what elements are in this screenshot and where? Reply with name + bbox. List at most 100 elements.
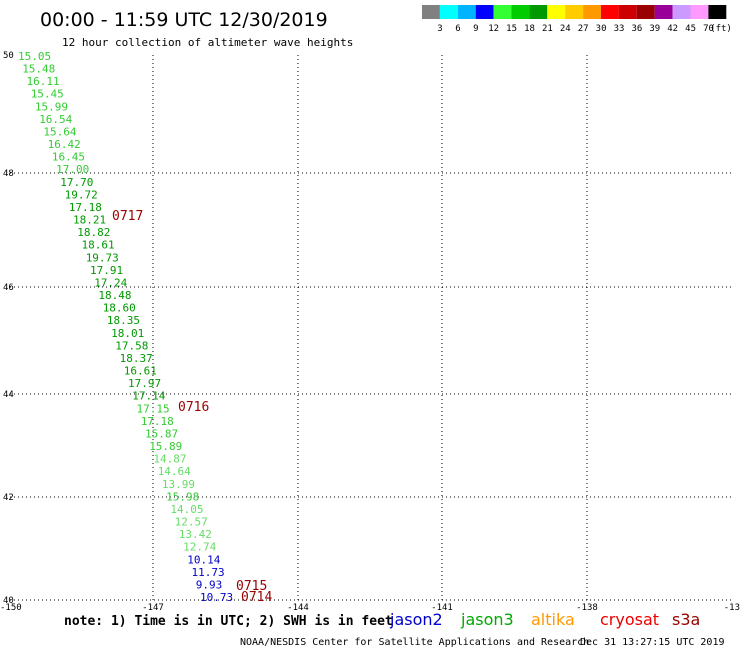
colorbar-swatch [493,5,512,19]
swh-value: 18.82 [77,226,110,239]
colorbar-swatch [547,5,566,19]
swh-value: 15.99 [35,100,68,113]
swh-value: 17.24 [94,277,127,290]
longitude-tick-labels: -150 -147 -144 -141 -138 -13 [0,603,740,613]
swh-value: 18.61 [82,239,115,252]
pass-time: 0715 [236,579,267,594]
swh-value: 15.98 [166,490,199,503]
swh-value: 17.14 [132,390,165,403]
longitude-tick: -144 [287,603,309,613]
swh-value: 17.58 [115,339,148,352]
latitude-tick-labels: 50 48 46 44 42 40 [3,51,14,606]
swh-value: 12.57 [175,516,208,529]
longitude-tick: -138 [576,603,598,613]
colorbar-swatch [636,5,655,19]
latitude-tick: 46 [3,283,14,293]
swh-value: 13.42 [179,528,212,541]
colorbar-label: 30 [596,24,607,34]
satellite-name: s3a [672,610,700,629]
pass-time: 0716 [178,400,209,415]
colorbar-legend: 3 6 9 12 15 18 21 24 27 30 33 36 39 42 45 70(ft) [422,5,732,34]
units-note: note: 1) Time is in UTC; 2) SWH is in fe… [64,614,393,629]
swh-value: 15.89 [149,440,182,453]
swh-value: 13.99 [162,478,195,491]
swh-value: 17.00 [56,163,89,176]
colorbar-label: 42 [667,24,678,34]
swh-value: 15.05 [18,50,51,63]
colorbar-label: 36 [631,24,642,34]
swh-value: 18.48 [98,289,131,302]
swh-value: 16.11 [27,75,60,88]
latitude-tick: 50 [3,51,14,61]
satellite-name: jason3 [460,610,514,629]
colorbar-swatch [583,5,601,19]
colorbar-label: 18 [524,24,535,34]
colorbar-swatch [475,5,494,19]
swh-value: 14.87 [153,453,186,466]
colorbar-label: 70 [703,24,714,34]
swh-value: 10.14 [187,553,220,566]
colorbar-swatch [457,5,476,19]
satellite-name: jason2 [389,610,443,629]
colorbar-label: 45 [685,24,696,34]
latitude-tick: 42 [3,493,14,503]
swh-value: 11.73 [192,566,225,579]
swh-value: 15.48 [22,63,55,76]
swh-value: 10.73 [200,591,233,604]
colorbar-label: 39 [649,24,660,34]
pass-time: 0714 [241,590,272,605]
swh-value: 12.74 [183,541,216,554]
swh-value: 17.18 [141,415,174,428]
swh-value: 16.45 [52,151,85,164]
colorbar-label: 33 [614,24,625,34]
swh-value: 15.64 [43,126,76,139]
satellite-legend: jason2 jason3 altika cryosat s3a [389,610,700,629]
colorbar-swatch [511,5,530,19]
colorbar-swatch [565,5,584,19]
swh-value: 18.35 [107,314,140,327]
swh-value: 16.54 [39,113,72,126]
wave-height-observations: 15.0515.4816.1115.4515.9916.5415.6416.42… [18,50,233,604]
swh-value: 17.70 [60,176,93,189]
longitude-tick: -147 [142,603,164,613]
credit-text: NOAA/NESDIS Center for Satellite Applica… [240,637,589,648]
colorbar-swatch [672,5,691,19]
colorbar-swatch [601,5,619,19]
colorbar-label: 12 [488,24,499,34]
map-subtitle: 12 hour collection of altimeter wave hei… [62,36,353,49]
map-title: 00:00 - 11:59 UTC 12/30/2019 [40,9,328,31]
swh-value: 17.97 [128,377,161,390]
colorbar-swatch [708,5,727,19]
lat-lon-grid [10,55,732,601]
colorbar-swatch [618,5,637,19]
swh-value: 17.18 [69,201,102,214]
latitude-tick: 40 [3,596,14,606]
colorbar-label: 21 [542,24,553,34]
swh-value: 15.87 [145,427,178,440]
colorbar-swatch [422,5,440,19]
swh-value: 17.15 [137,402,170,415]
satellite-name: altika [531,610,575,629]
colorbar-label: 9 [473,24,478,34]
colorbar-swatch [439,5,458,19]
colorbar-swatch [690,5,709,19]
swh-value: 19.73 [86,251,119,264]
longitude-tick: -13 [724,603,740,613]
swh-value: 9.93 [196,578,223,591]
swh-value: 19.72 [65,188,98,201]
colorbar-label: (ft) [710,24,732,34]
swh-value: 16.61 [124,365,157,378]
longitude-tick: -141 [431,603,453,613]
timestamp-text: Dec 31 13:27:15 UTC 2019 [580,637,725,648]
swh-value: 17.91 [90,264,123,277]
colorbar-swatch [529,5,548,19]
colorbar-label: 6 [455,24,460,34]
swh-value: 18.21 [73,214,106,227]
colorbar-label: 15 [506,24,517,34]
colorbar-label: 3 [437,24,442,34]
pass-time: 0717 [112,209,143,224]
longitude-tick: -150 [0,603,22,613]
swh-value: 18.37 [120,352,153,365]
